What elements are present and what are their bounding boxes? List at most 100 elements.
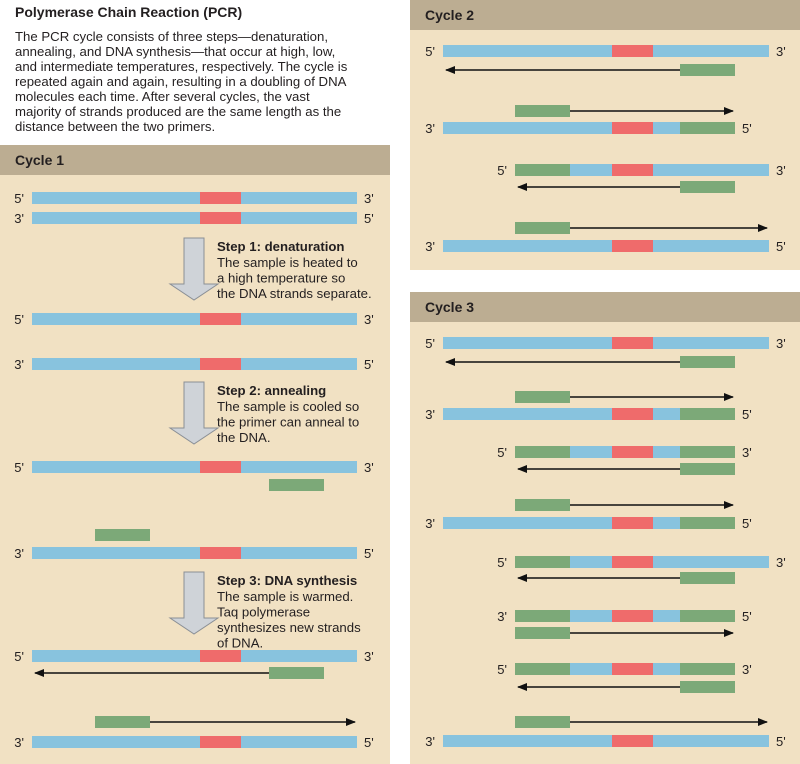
dna-strand: [443, 337, 769, 349]
step-heading: Step 2: annealing: [217, 383, 326, 398]
primer: [680, 408, 735, 420]
strand-end-label: 5': [742, 609, 752, 624]
cycle-header: [0, 145, 390, 175]
target-region: [200, 461, 241, 473]
cycle-title: Cycle 2: [425, 7, 474, 23]
target-region: [612, 164, 653, 176]
down-arrow-icon: [168, 571, 220, 635]
strand-end-label: 5': [776, 239, 786, 254]
strand-end-label: 5': [425, 44, 435, 59]
primer: [680, 122, 735, 134]
strand-end-label: 3': [776, 44, 786, 59]
primer: [515, 222, 570, 234]
dna-strand: [32, 461, 357, 473]
dna-strand: [32, 358, 357, 370]
down-arrow-icon: [168, 381, 220, 445]
primer: [680, 681, 735, 693]
cycle-title: Cycle 1: [15, 152, 64, 168]
strand-end-label: 5': [14, 649, 24, 664]
dna-strand: [443, 122, 735, 134]
primer: [680, 64, 735, 76]
dna-strand: [32, 650, 357, 662]
strand-end-label: 3': [364, 460, 374, 475]
target-region: [612, 446, 653, 458]
strand-end-label: 3': [742, 445, 752, 460]
strand-end-label: 3': [14, 735, 24, 750]
dna-strand: [32, 313, 357, 325]
figure-title: Polymerase Chain Reaction (PCR): [15, 4, 243, 20]
primer: [515, 556, 570, 568]
target-region: [612, 122, 653, 134]
strand-end-label: 3': [776, 163, 786, 178]
strand-end-label: 5': [497, 445, 507, 460]
primer: [515, 164, 570, 176]
strand-end-label: 5': [776, 734, 786, 749]
strand-end-label: 3': [425, 121, 435, 136]
step-description: synthesizes new strands: [217, 620, 361, 635]
step-description: The sample is warmed.: [217, 589, 353, 604]
target-region: [612, 663, 653, 675]
target-region: [612, 45, 653, 57]
strand-end-label: 5': [742, 121, 752, 136]
primer: [515, 391, 570, 403]
primer: [515, 610, 570, 622]
target-region: [612, 240, 653, 252]
target-region: [612, 556, 653, 568]
primer: [680, 663, 735, 675]
target-region: [200, 358, 241, 370]
primer: [680, 181, 735, 193]
strand-end-label: 5': [364, 211, 374, 226]
step-description: of DNA.: [217, 636, 263, 651]
target-region: [612, 610, 653, 622]
primer: [680, 517, 735, 529]
cycle-header: [410, 0, 800, 30]
strand-end-label: 5': [497, 163, 507, 178]
cycle-header: [410, 292, 800, 322]
strand-end-label: 5': [14, 191, 24, 206]
step-description: the DNA strands separate.: [217, 286, 372, 301]
strand-end-label: 3': [425, 407, 435, 422]
target-region: [200, 736, 241, 748]
primer: [680, 463, 735, 475]
step-heading: Step 3: DNA synthesis: [217, 573, 357, 588]
strand-end-label: 3': [776, 555, 786, 570]
strand-end-label: 5': [497, 555, 507, 570]
target-region: [612, 735, 653, 747]
strand-end-label: 3': [742, 662, 752, 677]
step-description: The sample is cooled so: [217, 399, 359, 414]
dna-strand: [443, 408, 735, 420]
target-region: [200, 192, 241, 204]
target-region: [612, 408, 653, 420]
primer: [680, 446, 735, 458]
strand-end-label: 5': [497, 662, 507, 677]
dna-strand: [32, 547, 357, 559]
target-region: [612, 337, 653, 349]
strand-end-label: 3': [425, 239, 435, 254]
target-region: [200, 650, 241, 662]
dna-strand: [32, 212, 357, 224]
dna-strand: [443, 735, 769, 747]
primer: [515, 663, 570, 675]
primer: [269, 667, 324, 679]
intro-paragraph: The PCR cycle consists of three steps—de…: [15, 29, 348, 134]
strand-end-label: 3': [776, 336, 786, 351]
strand-end-label: 5': [364, 357, 374, 372]
primer: [680, 356, 735, 368]
primer: [95, 716, 150, 728]
primer: [515, 716, 570, 728]
dna-strand: [32, 192, 357, 204]
target-region: [200, 547, 241, 559]
dna-strand: [443, 240, 769, 252]
strand-end-label: 5': [425, 336, 435, 351]
primer: [515, 499, 570, 511]
target-region: [200, 212, 241, 224]
down-arrow-icon: [168, 237, 220, 301]
step-description: The sample is heated to: [217, 255, 358, 270]
strand-end-label: 3': [14, 357, 24, 372]
primer: [680, 610, 735, 622]
primer: [515, 446, 570, 458]
strand-end-label: 3': [14, 211, 24, 226]
step-description: the DNA.: [217, 430, 271, 445]
dna-strand: [443, 517, 735, 529]
